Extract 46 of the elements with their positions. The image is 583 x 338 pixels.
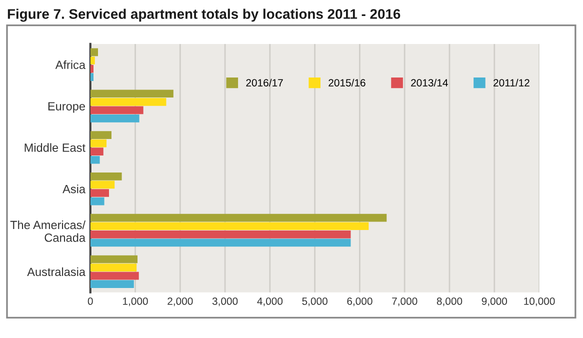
- bar: [90, 255, 138, 264]
- y-tick-label: Africa: [55, 60, 86, 70]
- y-tick-label: Middle East: [24, 143, 86, 152]
- bar: [90, 197, 104, 206]
- x-tick-label: 10,000: [524, 298, 555, 306]
- bar: [90, 64, 94, 73]
- bar: [90, 156, 100, 164]
- chart-title: Figure 7. Serviced apartment totals by locations 2011 - 2016: [8, 8, 400, 22]
- x-tick-label: 0: [88, 298, 93, 305]
- bar: [90, 272, 139, 280]
- x-tick-label: 7,000: [392, 298, 418, 306]
- x-tick-label: 3,000: [212, 298, 238, 306]
- legend-label: 2013/14: [411, 78, 448, 86]
- x-tick-label: 8,000: [436, 298, 462, 306]
- x-tick-label: 1,000: [123, 298, 148, 306]
- legend-label: 2011/12: [494, 78, 530, 86]
- x-tick-label: 5,000: [302, 298, 328, 306]
- legend-label: 2015/16: [328, 78, 366, 86]
- x-tick-label: 9,000: [482, 298, 508, 306]
- bar: [90, 238, 351, 247]
- bar: [90, 114, 140, 122]
- bar: [90, 189, 109, 197]
- bar: [90, 222, 369, 230]
- bar: [90, 180, 115, 189]
- bar: [90, 106, 144, 114]
- y-tick-label: Asia: [62, 184, 86, 194]
- x-tick-label: 6,000: [347, 298, 372, 306]
- bar: [90, 230, 351, 238]
- bar: [90, 148, 104, 156]
- bar: [90, 98, 166, 106]
- bar: [90, 214, 387, 222]
- bar: [90, 139, 107, 148]
- y-tick-label: Australasia: [27, 267, 86, 276]
- bar: [90, 172, 122, 180]
- bar: [90, 48, 98, 56]
- bar: [90, 264, 137, 272]
- x-tick-label: 2,000: [168, 298, 193, 306]
- x-tick-label: 4,000: [257, 298, 283, 306]
- bar: [90, 73, 94, 81]
- y-tick-label: The Americas/ Canada: [10, 220, 86, 242]
- y-tick-label: Europe: [48, 102, 85, 113]
- bar: [90, 56, 95, 64]
- bar: [90, 90, 174, 98]
- bar: [90, 280, 134, 288]
- bar: [90, 131, 112, 139]
- legend-label: 2016/17: [246, 78, 283, 86]
